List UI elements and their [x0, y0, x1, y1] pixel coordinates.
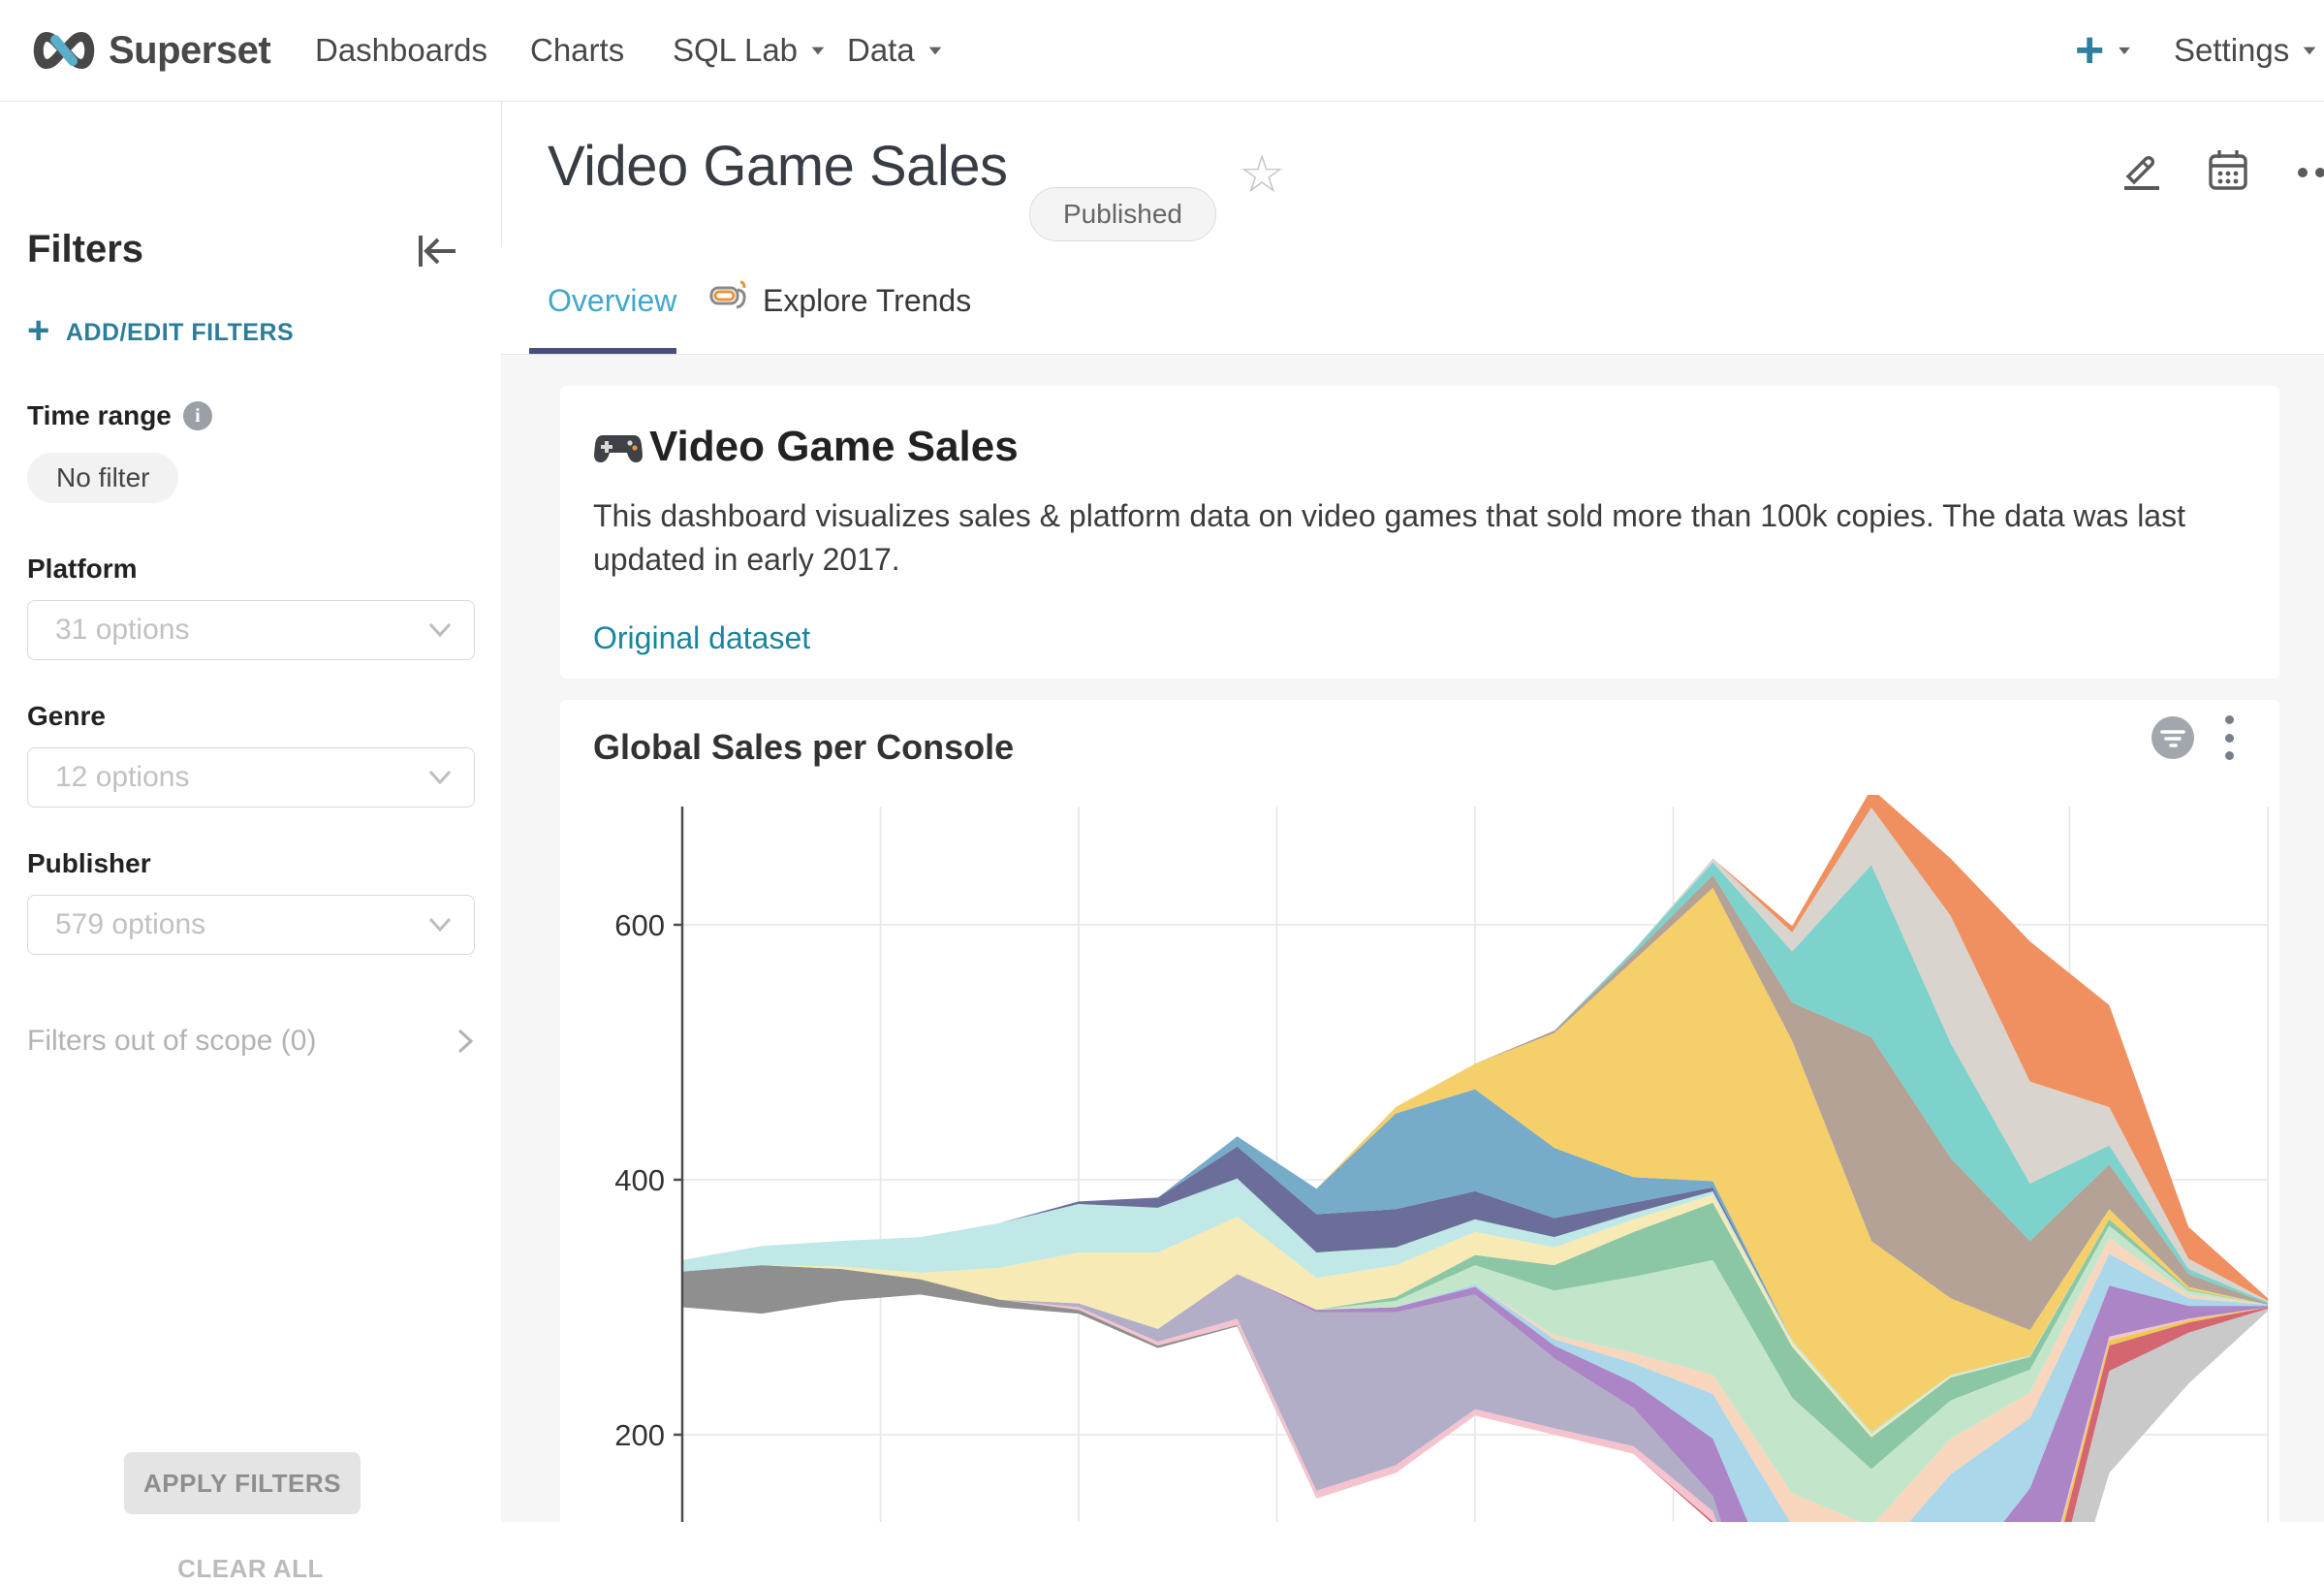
stream-series-purple [682, 1265, 2268, 1522]
chevron-down-icon [928, 47, 942, 54]
edit-pencil-icon[interactable] [2120, 147, 2163, 197]
dashboard-content: Video Game Sales This dashboard visualiz… [501, 355, 2324, 1572]
svg-text:200: 200 [614, 1418, 665, 1452]
nav-sql-lab[interactable]: SQL Lab [673, 0, 827, 101]
collapse-left-icon[interactable] [415, 230, 459, 277]
filter-indicator-icon[interactable] [2151, 716, 2194, 759]
nav-dashboards[interactable]: Dashboards [315, 32, 487, 68]
chart-title: Global Sales per Console [593, 727, 1015, 767]
chevron-down-icon [2303, 47, 2316, 54]
markdown-description: This dashboard visualizes sales & platfo… [593, 498, 2185, 577]
new-item-button[interactable]: + [2075, 0, 2133, 101]
brand-name: Superset [109, 29, 271, 72]
chevron-down-icon [428, 917, 452, 933]
streamgraph-global-sales-per-console: 200 400 600 [614, 795, 2269, 1522]
tab-explore-trends[interactable]: Explore Trends [708, 247, 971, 354]
nav-data[interactable]: Data [847, 0, 944, 101]
kebab-menu-icon[interactable] [2219, 715, 2239, 760]
star-outline-icon[interactable]: ☆ [1239, 145, 1286, 204]
filters-panel-title: Filters [27, 228, 144, 270]
dashboard-title: Video Game Sales [548, 135, 1008, 198]
info-icon: i [182, 401, 212, 430]
filters-out-of-scope-toggle[interactable]: Filters out of scope (0) [27, 1025, 475, 1058]
stream-series-steel-blue [682, 1089, 2268, 1433]
superset-infinity-logo [29, 27, 99, 79]
nav-charts[interactable]: Charts [530, 32, 625, 68]
stream-series-light-blue [682, 1253, 2268, 1522]
stream-series-teal [682, 862, 2268, 1304]
filter-sidebar: Filters + ADD/EDIT FILTERS Time range i … [0, 102, 502, 1583]
stream-series-gray [682, 1265, 2268, 1522]
ellipsis-icon[interactable] [2293, 147, 2324, 197]
dashboard-tab-bar: Overview Explore Trends [501, 247, 2324, 355]
markdown-card: Video Game Sales This dashboard visualiz… [560, 386, 2279, 679]
svg-text:600: 600 [614, 908, 665, 942]
chevron-down-icon [2119, 47, 2131, 54]
publisher-select[interactable]: 579 options [27, 895, 475, 955]
markdown-heading: Video Game Sales [593, 423, 1019, 471]
genre-filter-label: Genre [27, 701, 106, 731]
stream-series-lavender [682, 1265, 2268, 1522]
add-edit-filters-button[interactable]: + ADD/EDIT FILTERS [27, 309, 295, 352]
platform-filter-label: Platform [27, 554, 138, 584]
stream-series-taupe [682, 874, 2268, 1331]
game-controller-icon [593, 428, 644, 466]
original-dataset-link[interactable]: Original dataset [593, 620, 811, 655]
svg-text:400: 400 [614, 1163, 665, 1197]
chevron-down-icon [428, 770, 452, 785]
clear-all-button[interactable]: CLEAR ALL [177, 1554, 324, 1583]
genre-select[interactable]: 12 options [27, 747, 475, 808]
top-navbar: Superset Dashboards Charts SQL Lab Data … [0, 0, 2324, 102]
publisher-filter-label: Publisher [27, 848, 151, 878]
nav-settings[interactable]: Settings [2174, 0, 2318, 101]
diving-mask-icon [708, 276, 749, 325]
apply-filters-button[interactable]: APPLY FILTERS [124, 1452, 361, 1514]
stream-series-green [682, 1202, 2268, 1470]
chevron-right-icon [457, 1029, 474, 1054]
tab-overview[interactable]: Overview [548, 282, 677, 318]
chevron-down-icon [811, 47, 825, 54]
platform-select[interactable]: 31 options [27, 600, 475, 660]
time-range-label: Time range i [27, 400, 212, 431]
dashboard-header-actions [2120, 147, 2324, 197]
calendar-icon[interactable] [2206, 147, 2250, 197]
time-range-value-chip[interactable]: No filter [27, 453, 179, 503]
plus-icon: + [27, 309, 50, 352]
plus-icon: + [2075, 22, 2105, 79]
chevron-down-icon [428, 622, 452, 638]
stream-series-pale-cyan [682, 1178, 2268, 1435]
stream-series-pale-yellow [682, 1194, 2268, 1438]
stream-series-slate [682, 1146, 2268, 1433]
published-status-badge[interactable]: Published [1029, 187, 1216, 241]
active-tab-indicator [529, 348, 676, 354]
chart-card: Global Sales per Console 200 400 600 [560, 700, 2279, 1572]
stream-series-golden [682, 887, 2268, 1433]
